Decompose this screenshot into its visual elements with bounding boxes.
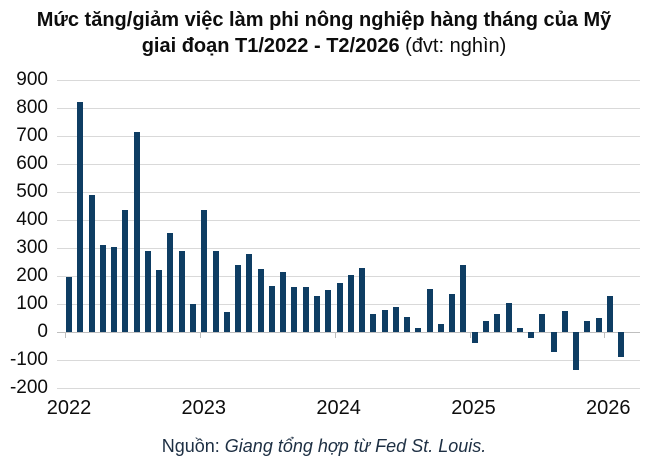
bar-T7/2023 <box>268 285 275 332</box>
gridline <box>57 192 640 193</box>
bar-T8/2025 <box>550 332 557 352</box>
bar-T2/2024 <box>347 274 354 332</box>
bar-T6/2024 <box>392 306 399 332</box>
x-tick-label: 2024 <box>316 397 361 419</box>
bar-T1/2022 <box>66 277 72 332</box>
gridline <box>57 248 640 249</box>
y-tick-label: 700 <box>16 125 48 146</box>
y-tick-label: 800 <box>16 97 48 118</box>
bar-T9/2022 <box>156 270 163 332</box>
bar-T6/2025 <box>528 332 535 338</box>
bar-T2/2023 <box>212 250 219 332</box>
y-tick-label: 100 <box>16 293 48 314</box>
bar-T8/2022 <box>144 250 151 332</box>
x-tick-label: 2025 <box>451 397 496 419</box>
bar-T1/2024 <box>336 283 343 332</box>
bar-T10/2022 <box>167 232 174 332</box>
bar-T7/2024 <box>404 316 411 332</box>
bar-T3/2025 <box>494 313 501 332</box>
bar-T10/2023 <box>302 287 309 332</box>
bar-T2/2026 <box>618 332 625 358</box>
y-tick-label: 600 <box>16 153 48 174</box>
chart-title-line1: Mức tăng/giảm việc làm phi nông nghiệp h… <box>36 9 612 31</box>
bar-T5/2022 <box>111 246 118 332</box>
x-tick-mark <box>199 332 201 338</box>
bar-T7/2025 <box>539 313 546 332</box>
bar-T4/2022 <box>99 245 106 332</box>
y-tick-label: 500 <box>16 181 48 202</box>
bar-T10/2025 <box>573 332 580 370</box>
x-tick-label: 2023 <box>181 397 227 419</box>
y-tick-label: 900 <box>16 69 48 90</box>
bar-T2/2022 <box>77 102 84 332</box>
bar-T3/2022 <box>88 194 95 332</box>
y-tick-label: 200 <box>16 265 48 286</box>
x-tick-mark <box>469 332 471 338</box>
bar-T5/2025 <box>516 327 523 332</box>
bar-T3/2024 <box>359 267 365 332</box>
gridline <box>57 108 640 109</box>
bar-T12/2024 <box>460 264 467 332</box>
bar-T12/2023 <box>325 290 332 332</box>
gridline <box>57 164 640 165</box>
gridline <box>57 80 640 81</box>
chart-title-line2: giai đoạn T1/2022 - T2/2026 (đvt: nghìn) <box>0 33 648 59</box>
bar-T4/2024 <box>370 313 377 332</box>
bar-T4/2023 <box>235 264 241 332</box>
plot-area <box>57 80 640 389</box>
bar-T5/2023 <box>246 253 253 332</box>
bar-T12/2022 <box>190 304 196 332</box>
bar-T8/2024 <box>415 327 422 332</box>
bar-T12/2025 <box>595 318 602 332</box>
y-tick-label: 0 <box>37 321 48 342</box>
bar-T3/2023 <box>223 312 230 332</box>
bar-T6/2022 <box>122 210 129 332</box>
chart-title: Mức tăng/giảm việc làm phi nông nghiệp h… <box>0 7 648 59</box>
bar-T9/2023 <box>291 287 298 332</box>
y-tick-label: -100 <box>9 349 48 370</box>
x-tick-mark <box>334 332 336 338</box>
x-tick-mark <box>604 332 606 338</box>
x-tick-mark <box>65 332 66 338</box>
gridline <box>57 220 640 221</box>
y-tick-label: 300 <box>16 237 48 258</box>
bar-T10/2024 <box>437 323 444 332</box>
y-tick-label: -200 <box>9 377 48 398</box>
bar-T1/2023 <box>201 210 208 332</box>
bar-T1/2026 <box>607 295 613 332</box>
bar-T9/2024 <box>426 288 433 332</box>
x-tick-label: 2026 <box>586 397 631 419</box>
gridline <box>57 360 640 361</box>
y-tick-label: 400 <box>16 209 48 230</box>
bar-T11/2022 <box>178 250 185 332</box>
chart-title-unit: (đvt: nghìn) <box>405 35 507 57</box>
bar-T4/2025 <box>505 302 512 332</box>
zero-axis-line <box>57 332 640 333</box>
bar-T11/2023 <box>313 295 320 332</box>
bar-T11/2025 <box>584 320 591 332</box>
source-label: Nguồn: <box>161 436 220 456</box>
gridline <box>57 136 640 137</box>
source-text: Giang tổng hợp từ Fed St. Louis. <box>224 436 487 456</box>
bar-T1/2025 <box>471 332 478 344</box>
gridline <box>57 388 640 389</box>
bar-T11/2024 <box>449 294 456 332</box>
bar-T6/2023 <box>257 269 264 332</box>
bar-T8/2023 <box>280 271 287 332</box>
source-caption: Nguồn: Giang tổng hợp từ Fed St. Louis. <box>0 436 648 457</box>
x-tick-label: 2022 <box>46 397 92 419</box>
bar-T9/2025 <box>561 311 568 332</box>
bar-T2/2025 <box>483 320 489 332</box>
chart-title-period: giai đoạn T1/2022 - T2/2026 <box>141 35 400 57</box>
bar-T7/2022 <box>133 131 140 332</box>
bar-T5/2024 <box>381 309 388 332</box>
